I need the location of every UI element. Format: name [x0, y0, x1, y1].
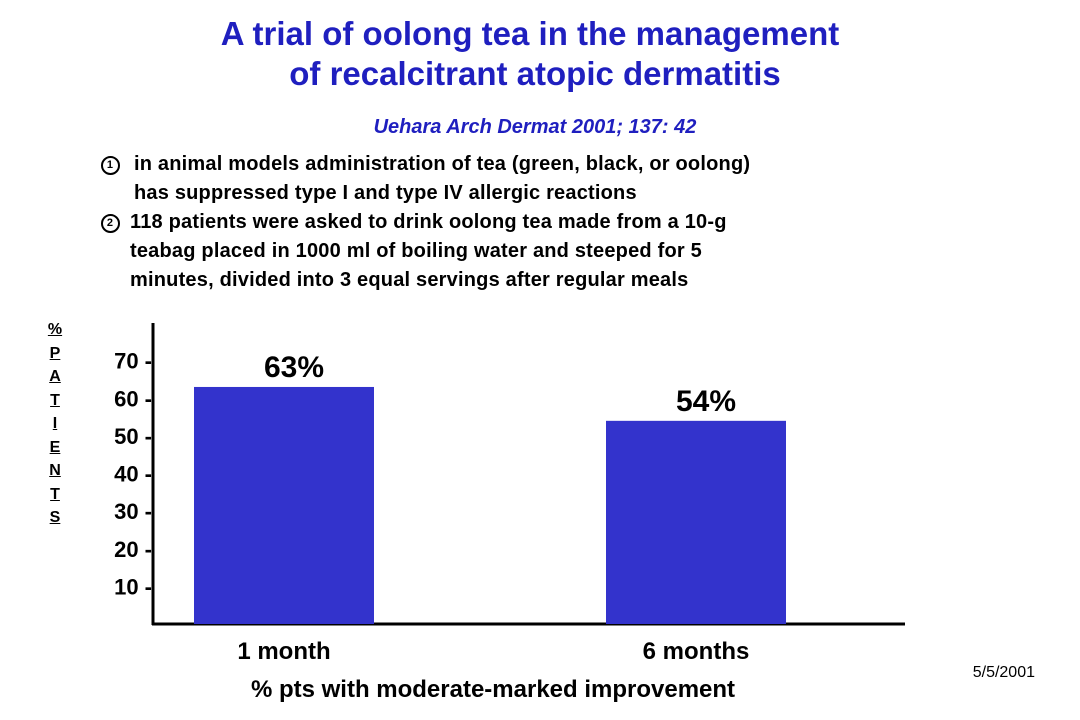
y-tick-label: 20 - [114, 537, 152, 562]
bar-data-label: 54% [676, 385, 736, 418]
bar-data-label: 63% [264, 351, 324, 384]
bullet-list: 1 in animal models administration of tea… [100, 150, 1060, 295]
y-axis-label: % P A T I E N T S [40, 318, 70, 530]
number-1-icon: 1 [100, 150, 120, 179]
y-axis-label-char: E [49, 438, 61, 456]
x-category-label: 6 months [643, 638, 750, 665]
y-tick-label: 50 - [114, 424, 152, 449]
y-axis-label-char: N [49, 462, 61, 479]
y-tick-label: 30 - [114, 499, 152, 524]
bullet-1-line-1: in animal models administration of tea (… [134, 153, 751, 175]
y-tick-label: 10 - [114, 574, 152, 599]
y-axis-label-char: I [52, 415, 58, 432]
y-axis-label-char: T [50, 391, 60, 409]
citation: Uehara Arch Dermat 2001; 137: 42 [373, 116, 697, 138]
slide-date: 5/5/2001 [972, 664, 1035, 681]
bullet-1-line-2: has suppressed type I and type IV allerg… [134, 182, 637, 204]
y-axis-label-char: P [49, 344, 61, 362]
bar [194, 386, 374, 624]
title-line-2: of recalcitrant atopic dermatitis [289, 55, 781, 92]
title-line-1: A trial of oolong tea in the management [220, 15, 840, 52]
y-axis-label-char: T [50, 485, 60, 503]
bar [606, 420, 786, 624]
bullet-item-1: 1 in animal models administration of tea… [100, 150, 1060, 208]
x-category-label: 1 month [237, 638, 330, 665]
y-tick-label: 70 - [114, 349, 152, 374]
bullet-2-line-2: teabag placed in 1000 ml of boiling wate… [130, 240, 702, 262]
y-tick-label: 40 - [114, 462, 152, 487]
slide-title: A trial of oolong tea in the management … [0, 14, 1070, 94]
y-axis-label-char: S [49, 509, 61, 526]
y-tick-label: 60 - [114, 386, 152, 411]
y-axis-label-char: A [49, 368, 61, 385]
bullet-item-2: 2 118 patients were asked to drink oolon… [100, 208, 1060, 295]
number-2-icon: 2 [100, 208, 120, 237]
y-axis-label-char: % [47, 321, 63, 338]
bullet-2-line-1: 118 patients were asked to drink oolong … [130, 211, 727, 233]
x-axis-title: % pts with moderate-marked improvement [251, 676, 735, 703]
bullet-2-line-3: minutes, divided into 3 equal servings a… [130, 269, 689, 291]
